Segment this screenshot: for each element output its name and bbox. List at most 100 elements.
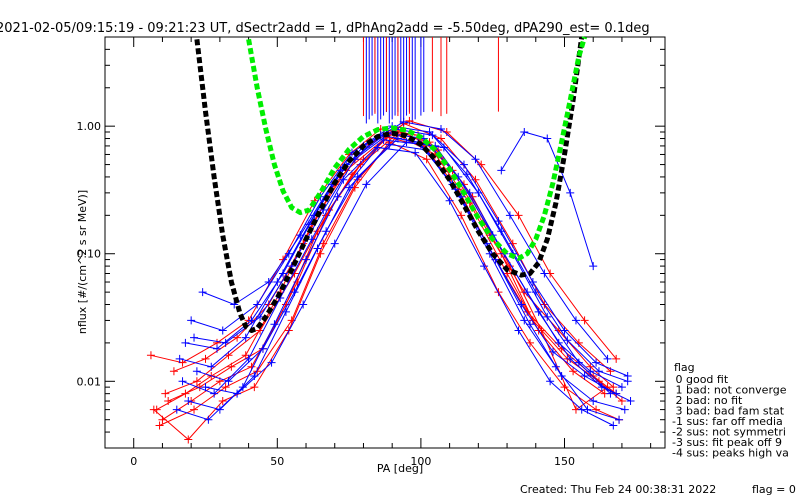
data-point <box>571 316 580 325</box>
data-point <box>411 148 420 157</box>
profile-line <box>188 143 625 411</box>
data-point <box>233 333 242 342</box>
legend-entry: 1 bad: not converge <box>672 384 787 397</box>
data-point <box>549 347 557 356</box>
data-point <box>307 235 316 244</box>
data-point <box>273 278 282 287</box>
data-point <box>494 217 503 226</box>
legend-entry: 0 good fit <box>672 373 729 386</box>
y-tick-label: 1.00 <box>77 120 102 133</box>
data-point <box>241 333 250 342</box>
fit-curve <box>246 36 587 261</box>
data-point <box>264 300 273 309</box>
data-point <box>437 125 445 134</box>
legend-entry: 3 bad: bad fam stat <box>672 405 785 418</box>
data-point <box>302 255 311 264</box>
data-point <box>284 249 293 258</box>
x-tick-label: 150 <box>554 455 575 468</box>
data-point <box>592 358 601 367</box>
fit-curve <box>194 36 585 333</box>
data-point <box>213 344 221 353</box>
data-point <box>399 117 408 126</box>
data-point <box>373 143 382 152</box>
data-point <box>505 211 514 220</box>
data-point <box>428 131 437 140</box>
data-point <box>250 383 259 392</box>
data-point <box>149 405 158 414</box>
data-point <box>264 278 273 287</box>
flag-legend: flag 0 good fit 1 bad: not converge 2 ba… <box>672 361 789 460</box>
data-point <box>405 116 414 125</box>
data-point <box>227 362 236 371</box>
data-point <box>594 367 603 376</box>
data-point <box>563 336 572 345</box>
data-point <box>557 372 566 381</box>
data-point <box>201 354 210 363</box>
data-point <box>218 326 227 335</box>
data-point <box>465 188 474 197</box>
data-point <box>577 405 586 414</box>
created-timestamp: Created: Thu Feb 24 00:38:31 2022 <box>520 483 716 496</box>
data-point <box>554 338 563 347</box>
data-point <box>178 377 187 386</box>
data-point <box>215 405 224 414</box>
plot-axes: 0 50 100 150 0.01 0.10 1.00 <box>77 36 666 468</box>
data-point <box>609 421 618 430</box>
data-point <box>589 372 598 381</box>
data-point <box>330 239 339 248</box>
data-point <box>345 183 354 192</box>
data-point <box>221 383 230 392</box>
data-point <box>574 358 583 367</box>
data-point <box>612 354 621 363</box>
data-point <box>569 367 578 376</box>
data-point <box>606 389 615 398</box>
data-point <box>198 288 207 297</box>
data-point <box>316 249 325 258</box>
data-point <box>457 211 466 220</box>
data-point <box>155 421 164 430</box>
data-point <box>540 269 549 278</box>
data-point <box>526 338 535 347</box>
data-point <box>445 196 454 205</box>
data-point <box>190 333 199 342</box>
profile-line <box>193 128 628 382</box>
data-point <box>543 312 552 321</box>
data-point <box>204 415 213 424</box>
data-point <box>560 326 569 335</box>
data-point <box>238 383 247 392</box>
data-point <box>184 397 193 406</box>
data-point <box>385 140 394 149</box>
data-point <box>218 397 227 406</box>
data-point <box>526 320 535 329</box>
data-point <box>184 435 193 444</box>
data-point <box>192 367 201 376</box>
data-point <box>520 316 529 325</box>
data-point <box>221 338 230 347</box>
legend-title: flag <box>674 361 695 374</box>
data-point <box>362 180 371 189</box>
data-point <box>617 383 626 392</box>
flag-value: flag = 0 <box>752 483 796 496</box>
data-point <box>597 383 606 392</box>
data-point <box>589 262 598 271</box>
data-point <box>281 307 290 316</box>
profile-line <box>176 146 614 426</box>
data-point <box>620 405 629 414</box>
data-point <box>623 377 632 386</box>
profile-line <box>191 125 628 377</box>
y-axis-label: nflux [#/(cm^2 s sr MeV)] <box>76 190 89 334</box>
profile-line <box>196 137 631 402</box>
data-point <box>543 134 552 143</box>
profile-line <box>185 132 623 388</box>
data-point <box>514 211 523 220</box>
data-point <box>169 367 178 376</box>
x-tick-label: 100 <box>410 455 431 468</box>
legend-entry: -3 sus: fit peak off 9 <box>672 436 782 449</box>
profile-line <box>153 141 620 441</box>
x-axis-label: PA [deg] <box>377 462 423 475</box>
data-point <box>253 300 262 309</box>
data-point <box>353 172 362 181</box>
data-point <box>439 143 448 152</box>
data-point <box>175 354 184 363</box>
